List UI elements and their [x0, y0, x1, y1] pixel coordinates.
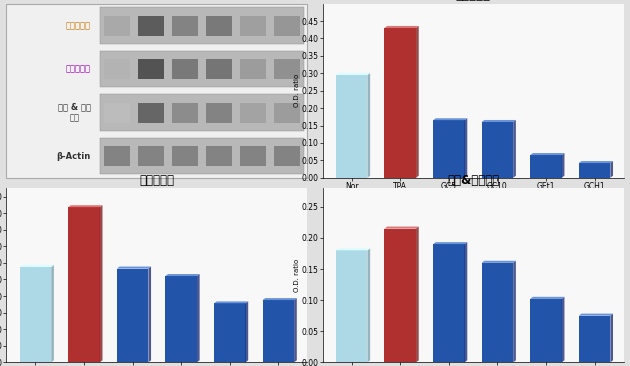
Bar: [384, 28, 416, 178]
Bar: [68, 207, 100, 362]
Polygon shape: [367, 73, 370, 178]
Polygon shape: [416, 227, 419, 362]
Polygon shape: [336, 248, 370, 250]
Polygon shape: [464, 118, 467, 178]
Bar: [275, 102, 301, 123]
Polygon shape: [336, 73, 370, 75]
Bar: [100, 94, 304, 131]
Bar: [481, 122, 513, 178]
Polygon shape: [562, 297, 564, 362]
Polygon shape: [513, 120, 516, 178]
Text: β-Actin: β-Actin: [56, 152, 91, 161]
Bar: [100, 51, 304, 87]
Polygon shape: [416, 26, 419, 178]
Polygon shape: [197, 274, 200, 362]
Bar: [100, 7, 304, 44]
Text: 마일로수수: 마일로수수: [66, 64, 91, 74]
Bar: [579, 316, 610, 362]
Polygon shape: [367, 248, 370, 362]
Polygon shape: [166, 274, 200, 276]
Polygon shape: [513, 261, 516, 362]
Bar: [166, 276, 197, 362]
Bar: [138, 102, 164, 123]
Polygon shape: [384, 26, 419, 28]
Polygon shape: [530, 297, 564, 299]
Bar: [384, 229, 416, 362]
Bar: [20, 267, 51, 362]
Bar: [240, 15, 266, 36]
Bar: [206, 15, 232, 36]
Bar: [214, 303, 246, 362]
Polygon shape: [481, 120, 516, 122]
Polygon shape: [214, 301, 248, 303]
Polygon shape: [263, 298, 297, 300]
Bar: [240, 102, 266, 123]
Bar: [275, 15, 301, 36]
Polygon shape: [117, 266, 151, 269]
Polygon shape: [384, 227, 419, 229]
Polygon shape: [20, 265, 54, 267]
Bar: [240, 59, 266, 79]
Y-axis label: O.D. ratio: O.D. ratio: [294, 74, 300, 107]
Bar: [433, 244, 464, 362]
Bar: [117, 269, 149, 362]
Bar: [240, 146, 266, 166]
Polygon shape: [294, 298, 297, 362]
Bar: [336, 75, 367, 178]
Text: 황금찰수수: 황금찰수수: [66, 21, 91, 30]
Bar: [172, 59, 198, 79]
Title: 마일로수수: 마일로수수: [139, 174, 175, 187]
Bar: [275, 146, 301, 166]
Polygon shape: [579, 161, 613, 163]
Bar: [263, 300, 294, 362]
Bar: [530, 155, 562, 178]
Bar: [275, 59, 301, 79]
Bar: [138, 146, 164, 166]
Bar: [433, 120, 464, 178]
Bar: [206, 146, 232, 166]
Polygon shape: [481, 261, 516, 263]
Bar: [206, 59, 232, 79]
Polygon shape: [433, 118, 467, 120]
Bar: [100, 138, 304, 174]
Bar: [481, 263, 513, 362]
Bar: [104, 146, 130, 166]
Bar: [104, 59, 130, 79]
Bar: [138, 59, 164, 79]
Bar: [138, 15, 164, 36]
Polygon shape: [51, 265, 54, 362]
Polygon shape: [610, 161, 613, 178]
Bar: [579, 163, 610, 178]
Bar: [530, 299, 562, 362]
Polygon shape: [100, 205, 103, 362]
Polygon shape: [149, 266, 151, 362]
Bar: [206, 102, 232, 123]
Polygon shape: [530, 153, 564, 155]
Polygon shape: [610, 314, 613, 362]
Bar: [172, 102, 198, 123]
Bar: [172, 15, 198, 36]
Polygon shape: [433, 242, 467, 244]
Polygon shape: [579, 314, 613, 316]
Bar: [104, 15, 130, 36]
Bar: [172, 146, 198, 166]
Title: 흑찰&새싹보리: 흑찰&새싹보리: [447, 174, 499, 187]
Polygon shape: [464, 242, 467, 362]
Polygon shape: [246, 301, 248, 362]
Polygon shape: [68, 205, 103, 207]
Polygon shape: [562, 153, 564, 178]
Y-axis label: O.D. ratio: O.D. ratio: [294, 259, 300, 292]
Bar: [104, 102, 130, 123]
Text: 흑찰 & 새싹
보리: 흑찰 & 새싹 보리: [57, 103, 91, 122]
Title: 황금찰수수: 황금찰수수: [455, 0, 491, 3]
Bar: [336, 250, 367, 362]
